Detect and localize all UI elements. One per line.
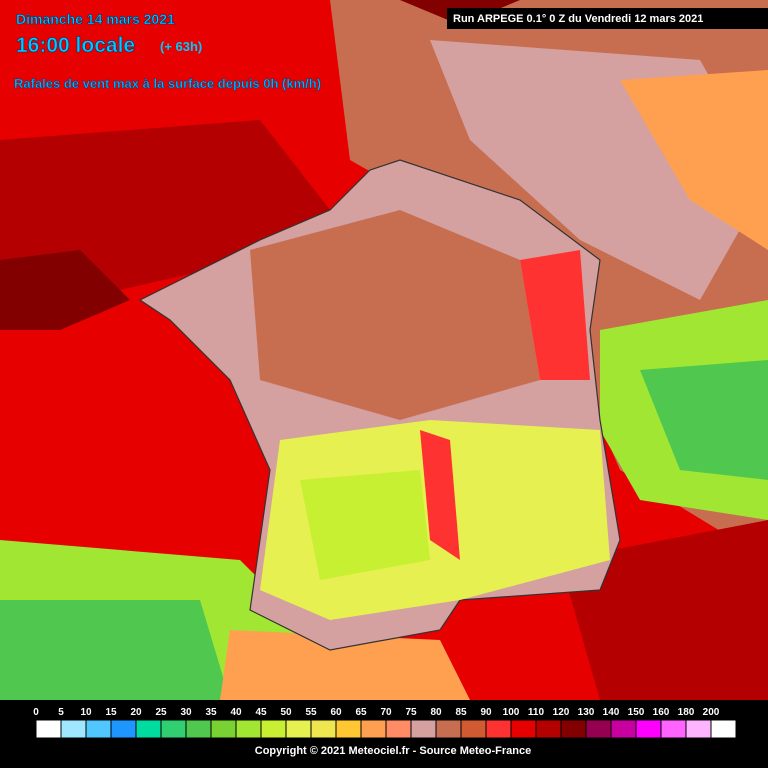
legend-swatch (85, 719, 112, 739)
legend-swatch (185, 719, 212, 739)
legend-label: 15 (105, 707, 117, 718)
legend-label: 150 (628, 707, 645, 718)
legend-label: 50 (280, 707, 292, 718)
legend-swatch (385, 719, 412, 739)
legend-swatch (60, 719, 87, 739)
legend-swatch (335, 719, 362, 739)
legend-label: 20 (130, 707, 142, 718)
legend-label: 80 (430, 707, 442, 718)
legend-swatch (435, 719, 462, 739)
legend-label: 30 (180, 707, 192, 718)
legend-label: 75 (405, 707, 417, 718)
legend-label: 0 (33, 707, 39, 718)
legend-label: 200 (703, 707, 720, 718)
legend-swatch (485, 719, 512, 739)
legend-label: 40 (230, 707, 242, 718)
legend-swatch (660, 719, 687, 739)
legend-label: 120 (553, 707, 570, 718)
france (138, 159, 621, 651)
legend-label: 180 (678, 707, 695, 718)
legend-label: 10 (80, 707, 92, 718)
run-info: Run ARPEGE 0.1° 0 Z du Vendredi 12 mars … (453, 13, 703, 25)
legend-label: 140 (603, 707, 620, 718)
legend-swatch (285, 719, 312, 739)
legend-label: 25 (155, 707, 167, 718)
legend-label: 60 (330, 707, 342, 718)
legend-label: 35 (205, 707, 217, 718)
run-banner (447, 8, 768, 29)
legend-swatch (410, 719, 437, 739)
legend-label: 130 (578, 707, 595, 718)
legend-swatch (135, 719, 162, 739)
copyright: Copyright © 2021 Meteociel.fr - Source M… (255, 745, 531, 757)
legend-label: 100 (503, 707, 520, 718)
legend-swatch (460, 719, 487, 739)
legend-swatch (510, 719, 537, 739)
legend-label: 70 (380, 707, 392, 718)
legend-swatch (110, 719, 137, 739)
legend-swatch (585, 719, 612, 739)
legend-swatch (360, 719, 387, 739)
legend-label: 90 (480, 707, 492, 718)
date: Dimanche 14 mars 2021 (16, 11, 175, 27)
lead-time: (+ 63h) (160, 39, 202, 54)
legend-swatch (160, 719, 187, 739)
legend-label: 85 (455, 707, 467, 718)
legend-label: 45 (255, 707, 267, 718)
legend: 0 5 10 15 20 25 30 35 40 45 50 55 60 65 70 75 80 85 90 100 1… (33, 707, 737, 739)
legend-label: 55 (305, 707, 317, 718)
time: 16:00 locale (16, 34, 135, 57)
legend-swatch (35, 719, 62, 739)
legend-label: 65 (355, 707, 367, 718)
legend-swatch (560, 719, 587, 739)
legend-swatch (235, 719, 262, 739)
legend-label: 5 (58, 707, 64, 718)
legend-swatch (635, 719, 662, 739)
legend-swatch (310, 719, 337, 739)
subtitle: Rafales de vent max à la surface depuis … (14, 76, 321, 91)
legend-swatch (260, 719, 287, 739)
legend-label: 110 (528, 707, 545, 718)
legend-swatch (685, 719, 712, 739)
legend-swatch (710, 719, 737, 739)
legend-swatch (210, 719, 237, 739)
legend-label: 160 (653, 707, 670, 718)
legend-swatch (610, 719, 637, 739)
legend-swatch (535, 719, 562, 739)
